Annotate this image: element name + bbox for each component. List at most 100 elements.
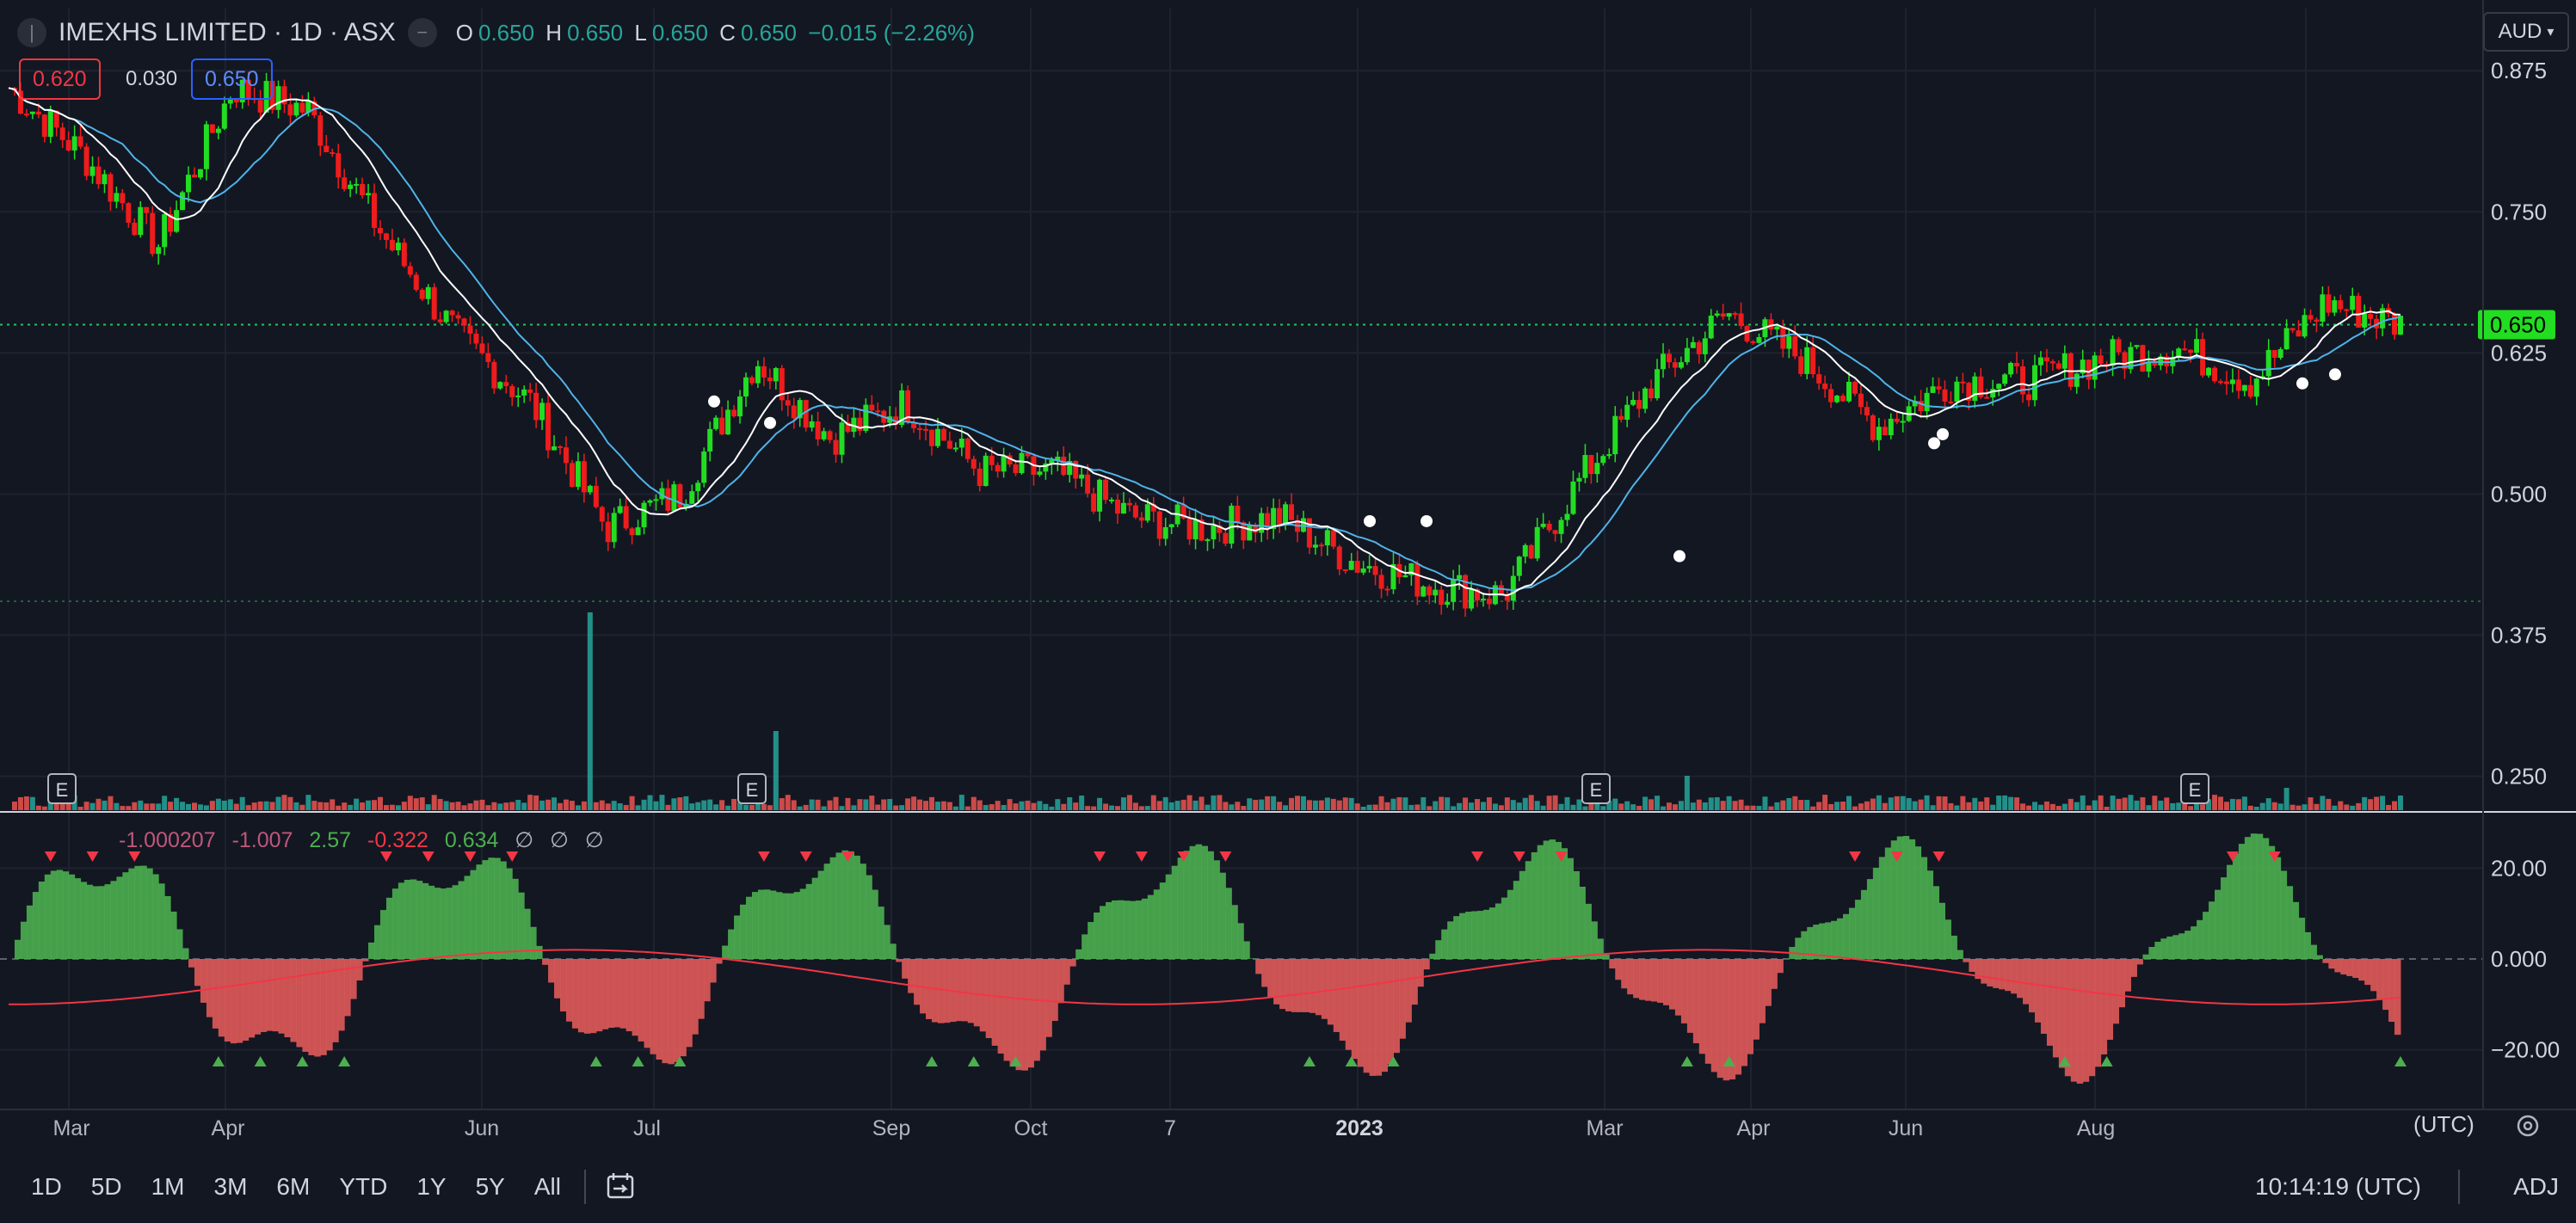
candle-body [2206,367,2212,376]
candle-body [1085,474,1091,494]
candle-body [2020,366,2026,395]
candle-body [209,124,215,133]
sell-button[interactable]: 0.620 [19,58,101,100]
candle-body [47,110,53,138]
candle-body [1390,563,1396,590]
range-6m-button[interactable]: 6M [276,1173,311,1200]
volume-bar [1378,796,1384,810]
oscillator-bar [2209,901,2215,959]
candle-body [1150,504,1156,512]
candle-body [977,468,983,487]
volume-bar [1828,803,1834,810]
volume-bar [1948,802,1954,810]
candle-body [53,110,59,128]
oscillator-bar [1999,959,2006,990]
oscillator-bar [1938,902,1945,959]
candle-body [1378,575,1384,589]
volume-bar [952,806,958,810]
volume-bar [2080,795,2086,810]
adjustment-toggle[interactable]: ADJ [2513,1173,2559,1200]
timezone-label[interactable]: (UTC) [2413,1111,2474,1137]
volume-bar [707,799,713,810]
range-1m-button[interactable]: 1M [151,1173,185,1200]
oscillator-bar [1519,870,1526,959]
clock-readout[interactable]: 10:14:19 (UTC) [2255,1173,2421,1200]
earnings-marker-label: E [746,779,759,801]
candle-body [1642,388,1649,409]
candle-body [461,318,467,326]
candle-body [71,136,77,151]
volume-bar [1031,802,1037,810]
oscillator-bar [2364,959,2371,986]
oscillator-bar [2256,833,2264,959]
oscillator-bar [254,959,262,1035]
candle-body [1079,474,1085,479]
candle-body [1336,546,1342,570]
candle-body [413,274,419,290]
range-all-button[interactable]: All [533,1173,561,1200]
time-tick-label: Mar [1586,1116,1623,1140]
candle-body [1420,586,1427,597]
oscillator-bar [2268,845,2276,959]
candle-body [431,286,437,320]
candle-body [407,266,413,275]
candle-body [2223,381,2229,384]
oscillator-bar [1021,959,1028,1071]
chart-canvas[interactable]: 0.875 0.750 0.625 0.500 0.375 0.250 20.00 0.000… [0,0,2576,1152]
range-ytd-button[interactable]: YTD [339,1173,388,1200]
gear-icon[interactable] [2514,1112,2542,1140]
divider [583,1170,586,1204]
candle-body [1480,599,1486,601]
candle-body [940,428,946,441]
volume-bar [863,799,869,810]
range-3m-button[interactable]: 3M [213,1173,248,1200]
candle-body [1990,389,1996,398]
volume-bar [479,799,485,810]
currency-selector[interactable]: AUD ▾ [2483,12,2569,52]
oscillator-bar [2286,886,2294,959]
oscillator-tick-label: −20.00 [2491,1037,2560,1063]
volume-bar [1396,796,1402,810]
candle-body [558,446,564,448]
range-1y-button[interactable]: 1Y [416,1173,447,1200]
candle-body [1097,479,1103,512]
oscillator-bar [272,959,280,1032]
oscillator-bar [1747,959,1754,1054]
range-5d-button[interactable]: 5D [90,1173,122,1200]
candle-body [1678,362,1684,368]
candle-body [1235,505,1241,523]
oscillator-bar [284,959,291,1038]
candle-body [839,422,845,455]
candle-body [2277,349,2283,358]
volume-bar [1360,806,1366,810]
volume-bar [1150,795,1156,810]
oscillator-bar [1722,959,1730,1081]
volume-bar [2194,798,2200,810]
symbol-menu-button[interactable]: | [17,18,46,47]
minus-circle-icon[interactable]: − [407,18,437,47]
volume-bar [1186,795,1192,810]
candle-body [263,81,269,113]
volume-bar [761,803,767,810]
volume-bar [2271,802,2277,810]
oscillator-bar [2346,959,2353,976]
oscillator-bar [1735,959,1742,1075]
price-tick-label: 0.875 [2491,58,2547,83]
volume-bar [2302,804,2308,810]
volume-bar [2074,802,2080,810]
candle-body [821,431,827,439]
symbol-title[interactable]: IMEXHS LIMITED · 1D · ASX [59,18,396,46]
candle-body [2158,356,2164,366]
candle-body [2308,315,2314,320]
oscillator-bar [2136,959,2143,965]
candle-body [1960,381,1966,384]
oscillator-bar [1333,959,1340,1032]
buy-button[interactable]: 0.650 [191,58,273,100]
volume-bar [1504,797,1510,810]
range-5y-button[interactable]: 5Y [475,1173,505,1200]
date-range-icon[interactable] [603,1170,638,1204]
volume-bar [940,801,946,810]
candle-body [1564,513,1570,520]
range-1d-button[interactable]: 1D [31,1173,62,1200]
oscillator-bar [1069,959,1076,967]
